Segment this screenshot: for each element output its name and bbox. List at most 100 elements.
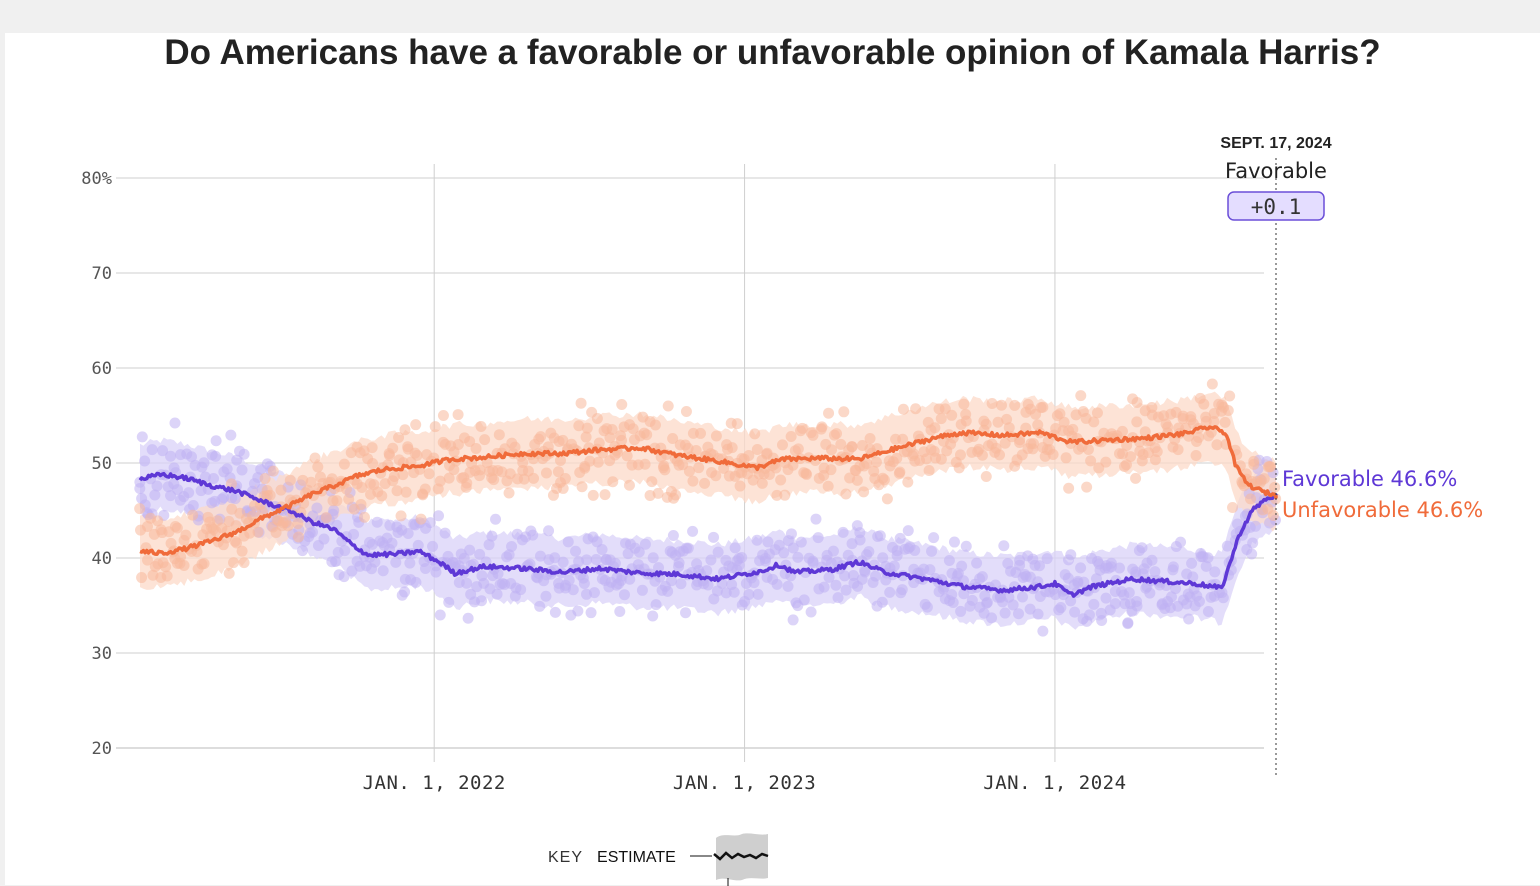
unfavorable-poll-dot	[488, 474, 500, 486]
favorable-poll-dot	[902, 525, 914, 537]
favorable-poll-dot	[581, 554, 593, 566]
favorable-poll-dot	[1024, 603, 1036, 615]
unfavorable-poll-dot	[1060, 452, 1072, 464]
unfavorable-poll-dot	[776, 439, 788, 451]
unfavorable-poll-dot	[411, 449, 423, 461]
favorable-poll-dot	[680, 607, 692, 619]
unfavorable-poll-dot	[822, 480, 834, 492]
unfavorable-poll-dot	[792, 443, 804, 455]
favorable-poll-dot	[157, 445, 169, 457]
favorable-poll-dot	[748, 577, 760, 589]
unfavorable-poll-dot	[591, 412, 603, 424]
favorable-poll-dot	[377, 565, 389, 577]
unfavorable-poll-dot	[749, 428, 761, 440]
favorable-poll-dot	[307, 526, 319, 538]
favorable-poll-dot	[1078, 576, 1090, 588]
unfavorable-poll-dot	[366, 442, 378, 454]
unfavorable-poll-dot	[775, 474, 787, 486]
unfavorable-poll-dot	[920, 453, 932, 465]
unfavorable-poll-dot	[1091, 407, 1103, 419]
unfavorable-poll-dot	[387, 442, 399, 454]
favorable-poll-dot	[782, 580, 794, 592]
unfavorable-poll-dot	[690, 445, 702, 457]
unfavorable-poll-dot	[320, 512, 332, 524]
favorable-poll-dot	[1131, 600, 1143, 612]
favorable-poll-dot	[636, 584, 648, 596]
unfavorable-poll-dot	[929, 422, 941, 434]
favorable-poll-dot	[830, 579, 842, 591]
favorable-poll-dot	[743, 589, 755, 601]
unfavorable-poll-dot	[1009, 399, 1021, 411]
favorable-poll-dot	[1065, 595, 1077, 607]
favorable-poll-dot	[410, 576, 422, 588]
unfavorable-poll-dot	[1014, 436, 1026, 448]
unfavorable-poll-dot	[1206, 378, 1218, 390]
favorable-poll-dot	[1007, 599, 1019, 611]
y-tick-label: 70	[92, 264, 112, 284]
favorable-poll-dot	[785, 528, 797, 540]
favorable-poll-dot	[891, 550, 903, 562]
unfavorable-poll-dot	[136, 572, 148, 584]
favorable-estimate-line[interactable]	[138, 471, 1278, 598]
favorable-poll-dot	[675, 578, 687, 590]
favorable-poll-dot	[1136, 542, 1148, 554]
favorable-poll-dot	[1083, 609, 1095, 621]
unfavorable-poll-dot	[475, 420, 487, 432]
favorable-poll-dot	[708, 531, 720, 543]
unfavorable-poll-dot	[897, 433, 909, 445]
favorable-poll-dot	[701, 565, 713, 577]
unfavorable-poll-dot	[649, 419, 661, 431]
favorable-poll-dot	[562, 536, 574, 548]
unfavorable-poll-dot	[779, 489, 791, 501]
favorable-poll-dot	[728, 586, 740, 598]
favorable-poll-dot	[762, 536, 774, 548]
unfavorable-poll-dot	[443, 472, 455, 484]
favorable-poll-dot	[795, 536, 807, 548]
favorable-poll-dot	[976, 571, 988, 583]
chart-title: Do Americans have a favorable or unfavor…	[164, 33, 1381, 72]
unfavorable-poll-dot	[399, 424, 411, 436]
unfavorable-poll-dot	[187, 509, 199, 521]
unfavorable-poll-dot	[1037, 401, 1049, 413]
favorable-poll-dot	[390, 556, 402, 568]
unfavorable-poll-dot	[244, 527, 256, 539]
favorable-poll-dot	[1186, 557, 1198, 569]
x-tick-label: JAN. 1, 2023	[673, 772, 816, 794]
unfavorable-poll-dot	[734, 480, 746, 492]
favorable-poll-dot	[960, 540, 972, 552]
unfavorable-poll-dot	[694, 427, 706, 439]
favorable-poll-dot	[921, 601, 933, 613]
favorable-poll-dot	[1202, 605, 1214, 617]
unfavorable-poll-dot	[576, 481, 588, 493]
favorable-poll-dot	[956, 560, 968, 572]
favorable-poll-dot	[404, 557, 416, 569]
favorable-poll-dot	[490, 513, 502, 525]
unfavorable-poll-dot	[437, 409, 449, 421]
unfavorable-poll-dot	[388, 471, 400, 483]
favorable-poll-dot	[729, 542, 741, 554]
favorable-poll-dot	[338, 571, 350, 583]
favorable-poll-dot	[1165, 591, 1177, 603]
unfavorable-poll-dot	[960, 415, 972, 427]
unfavorable-poll-dot	[223, 567, 235, 579]
favorable-poll-dot	[1012, 608, 1024, 620]
unfavorable-poll-dot	[616, 434, 628, 446]
favorable-poll-dot	[966, 594, 978, 606]
unfavorable-poll-dot	[1211, 439, 1223, 451]
unfavorable-poll-dot	[835, 438, 847, 450]
unfavorable-poll-dot	[557, 482, 569, 494]
unfavorable-poll-dot	[1200, 415, 1212, 427]
unfavorable-poll-dot	[1028, 438, 1040, 450]
favorable-poll-dot	[947, 596, 959, 608]
favorable-poll-dot	[540, 590, 552, 602]
unfavorable-poll-dot	[881, 493, 893, 505]
unfavorable-poll-dot	[623, 479, 635, 491]
favorable-poll-dot	[624, 573, 636, 585]
unfavorable-estimate-line[interactable]	[139, 425, 1278, 556]
favorable-poll-dot	[665, 575, 677, 587]
y-tick-label: 50	[92, 454, 112, 474]
unfavorable-poll-dot	[831, 428, 843, 440]
unfavorable-poll-dot	[935, 453, 947, 465]
unfavorable-poll-dot	[415, 513, 427, 525]
